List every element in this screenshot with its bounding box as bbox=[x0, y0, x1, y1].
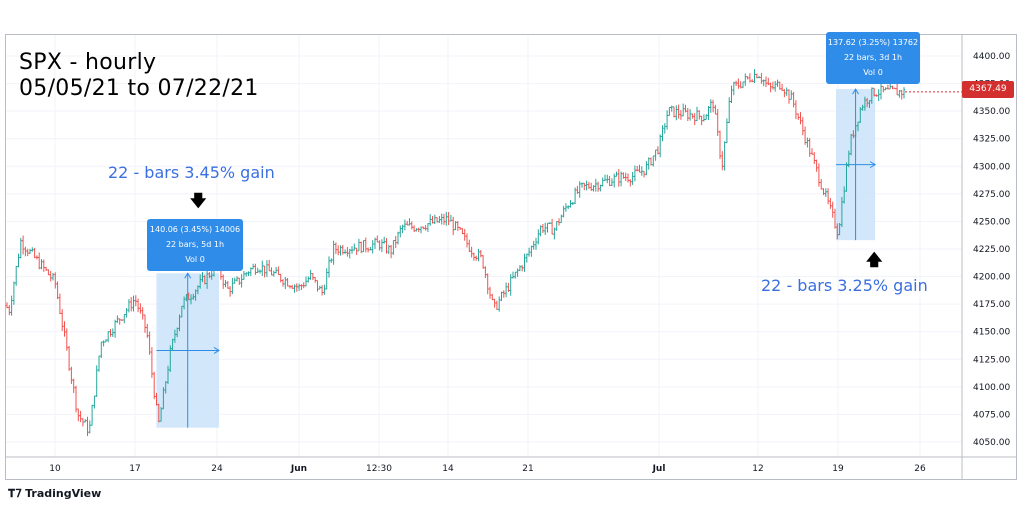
measure-arrowhead bbox=[184, 272, 192, 279]
right-gain-label: 22 - bars 3.25% gain bbox=[761, 276, 928, 295]
left-gain-label: 22 - bars 3.45% gain bbox=[108, 163, 275, 182]
y-tick-label: 4050.00 bbox=[973, 438, 1010, 448]
y-tick-label: 4075.00 bbox=[973, 410, 1010, 420]
x-tick-label: 19 bbox=[832, 464, 844, 474]
y-tick-label: 4225.00 bbox=[973, 245, 1010, 255]
right-measure-change: 137.62 (3.25%) 13762 bbox=[827, 38, 919, 47]
grid-layer bbox=[6, 35, 962, 457]
y-tick-label: 4325.00 bbox=[973, 135, 1010, 145]
tradingview-logo-text: TradingView bbox=[25, 487, 102, 500]
right-measure-bars: 22 bars, 3d 1h bbox=[843, 53, 903, 62]
measure-arrowhead bbox=[869, 161, 877, 169]
chart-subtitle: 05/05/21 to 07/22/21 bbox=[19, 76, 259, 101]
chart-title: SPX - hourly bbox=[19, 50, 157, 75]
y-tick-label: 4150.00 bbox=[973, 328, 1010, 338]
x-tick-label: Jul bbox=[652, 464, 666, 474]
left-measure-change: 140.06 (3.45%) 14006 bbox=[149, 225, 241, 234]
y-tick-label: 4200.00 bbox=[973, 273, 1010, 283]
left-measure-bars: 22 bars, 5d 1h bbox=[165, 240, 225, 249]
right-measure-box: 137.62 (3.25%) 13762 22 bars, 3d 1h Vol … bbox=[826, 32, 920, 84]
y-tick-label: 4250.00 bbox=[973, 217, 1010, 227]
ohlc-bars bbox=[5, 69, 906, 437]
x-tick-label: 12 bbox=[752, 464, 763, 474]
measure-arrowhead bbox=[852, 88, 859, 95]
y-tick-label: 4100.00 bbox=[973, 383, 1010, 393]
y-tick-label: 4300.00 bbox=[973, 162, 1010, 172]
y-tick-label: 4400.00 bbox=[973, 52, 1010, 62]
y-tick-label: 4350.00 bbox=[973, 107, 1010, 117]
x-tick-label: 12:30 bbox=[366, 464, 392, 474]
left-measure-volume: Vol 0 bbox=[185, 255, 205, 264]
chart-frame bbox=[5, 34, 1017, 480]
left-measure-box: 140.06 (3.45%) 14006 22 bars, 5d 1h Vol … bbox=[147, 219, 243, 271]
measure-arrowhead bbox=[213, 347, 220, 354]
x-tick-label: 21 bbox=[522, 464, 533, 474]
x-tick-label: 26 bbox=[914, 464, 926, 474]
x-tick-label: 10 bbox=[49, 464, 61, 474]
x-tick-label: Jun bbox=[290, 464, 307, 474]
measure-layer bbox=[156, 88, 877, 428]
up-arrow-icon: 🡅 bbox=[866, 250, 883, 269]
right-measure-volume: Vol 0 bbox=[863, 68, 883, 77]
x-tick-label: 14 bbox=[442, 464, 454, 474]
tradingview-logo-icon: 𝐓𝟩 bbox=[8, 487, 23, 500]
last-price-value: 4367.49 bbox=[969, 84, 1007, 94]
y-tick-label: 4125.00 bbox=[973, 355, 1010, 365]
x-tick-label: 17 bbox=[129, 464, 140, 474]
tradingview-logo[interactable]: 𝐓𝟩 TradingView bbox=[8, 487, 101, 501]
last-price-tag: 4367.49 bbox=[962, 81, 1014, 98]
y-tick-label: 4175.00 bbox=[973, 300, 1010, 310]
x-tick-label: 24 bbox=[211, 464, 223, 474]
down-arrow-icon: 🡇 bbox=[190, 191, 207, 210]
y-tick-label: 4275.00 bbox=[973, 190, 1010, 200]
